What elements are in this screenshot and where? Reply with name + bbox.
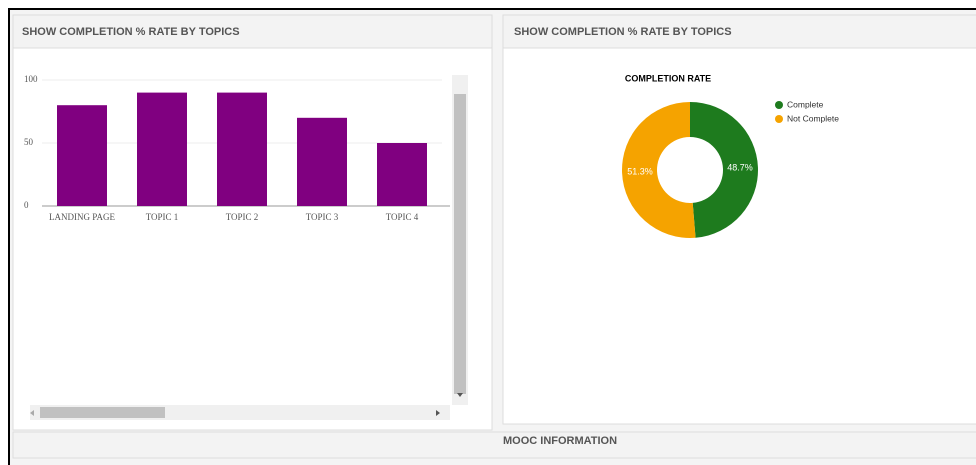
- panel-title: SHOW COMPLETION % RATE BY TOPICS: [22, 26, 240, 38]
- left-panel-header: [12, 14, 493, 49]
- x-tick-label: TOPIC 3: [306, 212, 339, 222]
- h-scroll-thumb[interactable]: [40, 407, 165, 418]
- x-tick-label: LANDING PAGE: [49, 212, 115, 222]
- pie-slice: [622, 102, 696, 238]
- legend-label: Complete: [787, 99, 824, 109]
- v-scroll-thumb[interactable]: [454, 94, 466, 394]
- bar: [57, 105, 107, 206]
- slice-label: 48.7%: [727, 162, 753, 172]
- scroll-arrow[interactable]: [457, 393, 463, 397]
- bar: [217, 92, 267, 206]
- x-tick-label: TOPIC 4: [386, 212, 419, 222]
- chart-title: COMPLETION RATE: [625, 73, 711, 83]
- right-panel: [502, 14, 976, 425]
- legend-swatch: [775, 115, 783, 123]
- slice-label: 51.3%: [627, 166, 653, 176]
- right-panel-header: [502, 14, 976, 49]
- scroll-arrow[interactable]: [30, 410, 34, 416]
- bar: [297, 117, 347, 206]
- bar: [377, 143, 427, 206]
- y-tick-label: 0: [24, 200, 29, 210]
- footer-title: MOOC INFORMATION: [503, 435, 617, 447]
- legend-swatch: [775, 101, 783, 109]
- x-tick-label: TOPIC 1: [146, 212, 179, 222]
- footer-panel: [12, 431, 976, 459]
- y-tick-label: 50: [24, 137, 34, 147]
- x-tick-label: TOPIC 2: [226, 212, 259, 222]
- bar: [137, 92, 187, 206]
- left-panel: [12, 14, 493, 431]
- panel-title: SHOW COMPLETION % RATE BY TOPICS: [514, 26, 732, 38]
- legend-label: Not Complete: [787, 113, 839, 123]
- scroll-arrow[interactable]: [436, 410, 440, 416]
- pie-slice: [690, 102, 759, 238]
- y-tick-label: 100: [24, 74, 38, 84]
